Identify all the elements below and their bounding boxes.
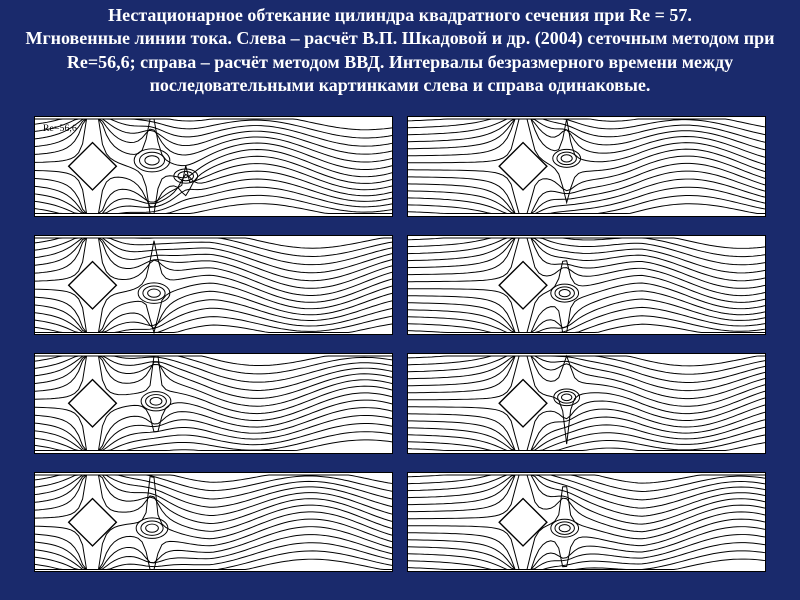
streamline-panel	[34, 235, 393, 336]
slide: Нестационарное обтекание цилиндра квадра…	[0, 0, 800, 600]
title-line-1: Нестационарное обтекание цилиндра квадра…	[20, 4, 780, 27]
streamline-panel	[34, 472, 393, 573]
panel-grid: Re=56,6	[34, 116, 766, 572]
streamline-panel	[407, 472, 766, 573]
streamline-panel: Re=56,6	[34, 116, 393, 217]
streamline-panel	[407, 235, 766, 336]
slide-title: Нестационарное обтекание цилиндра квадра…	[0, 0, 800, 98]
streamline-panel	[34, 353, 393, 454]
panel-annotation: Re=56,6	[43, 123, 77, 134]
streamline-panel	[407, 353, 766, 454]
title-line-2: Мгновенные линии тока. Слева – расчёт В.…	[20, 27, 780, 97]
streamline-panel	[407, 116, 766, 217]
